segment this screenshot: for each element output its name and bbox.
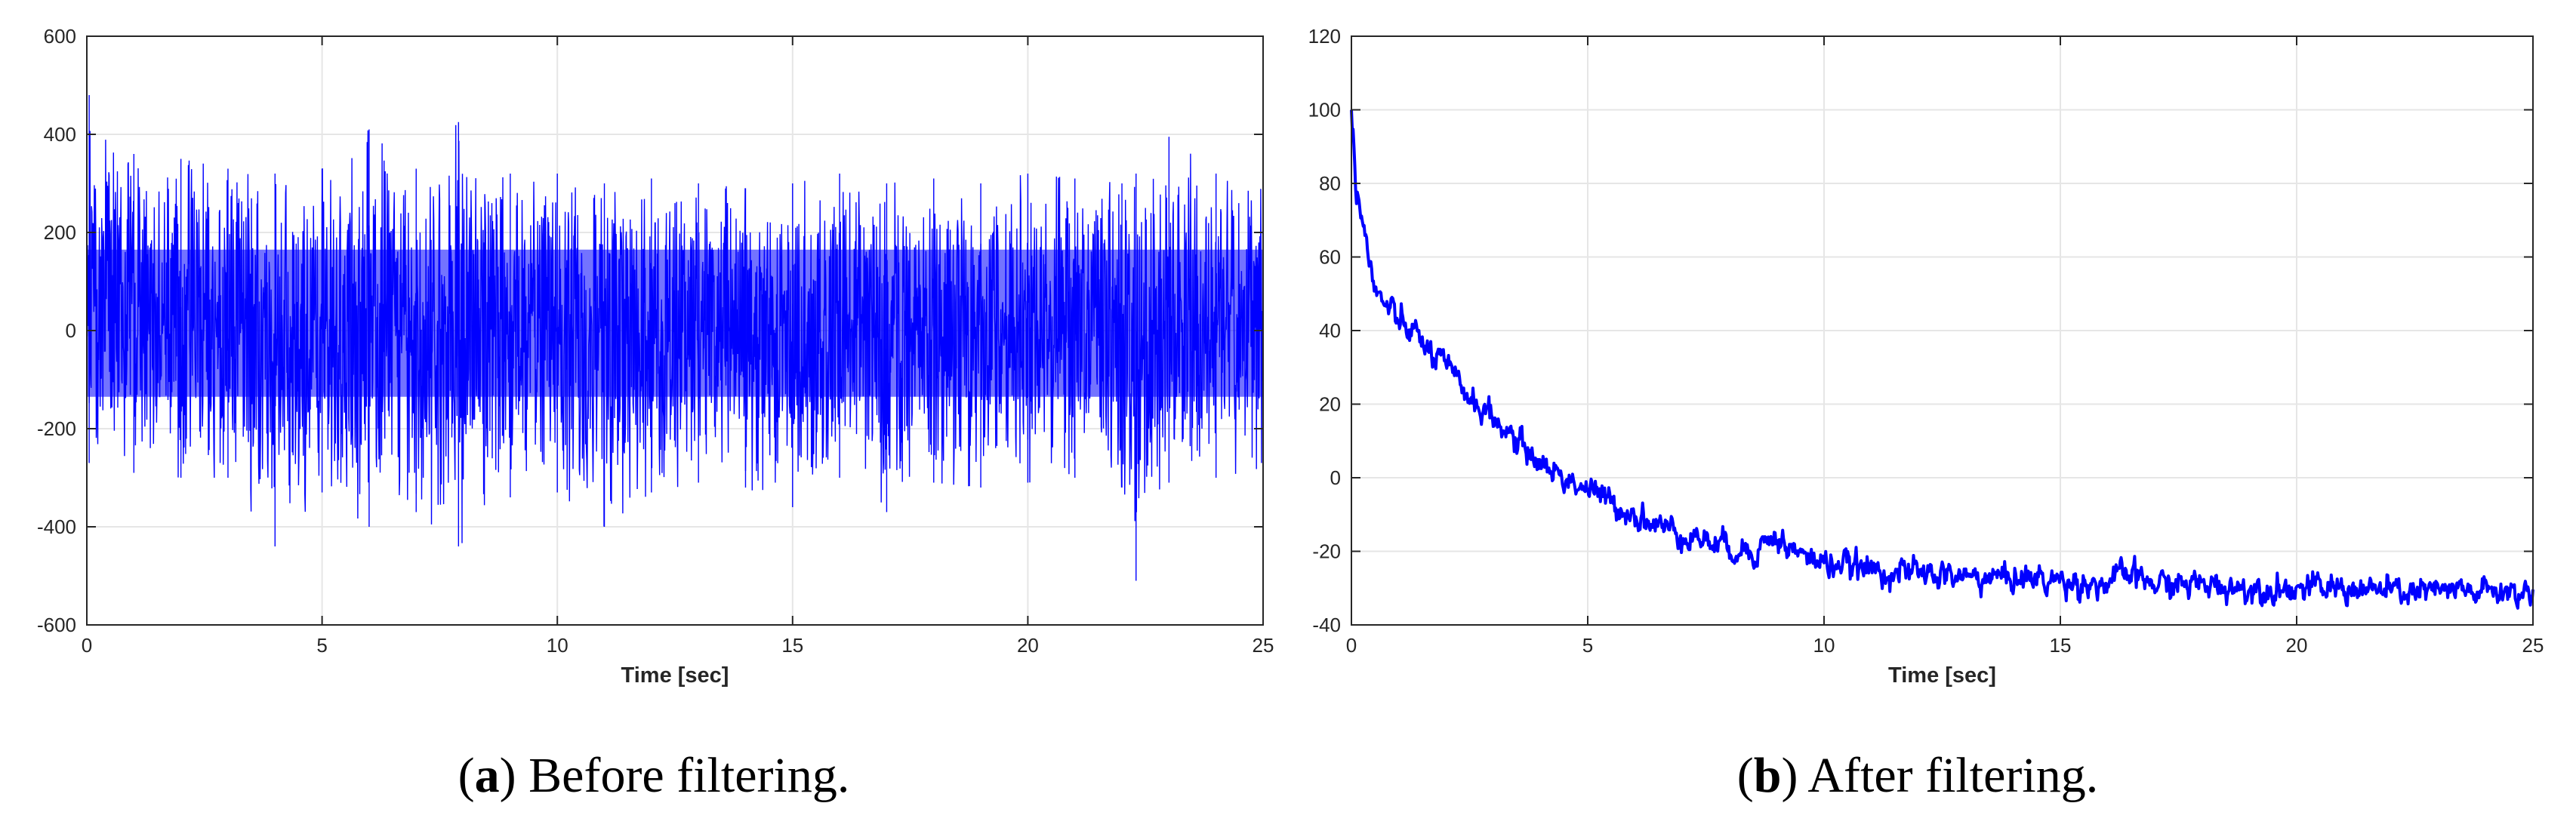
- y-tick-label: -400: [37, 515, 76, 538]
- x-tick-label: 10: [1813, 634, 1835, 657]
- y-tick-label: -600: [37, 614, 76, 636]
- y-tick-label: 400: [44, 123, 76, 146]
- x-tick-label: 25: [2522, 634, 2544, 657]
- series-filtered-signal: [1350, 109, 2534, 610]
- y-tick-label: 80: [1319, 172, 1341, 195]
- caption-b: (b) After filtering.: [1737, 747, 2098, 805]
- caption-a-close: ): [499, 748, 516, 803]
- x-tick-label: 5: [316, 634, 327, 657]
- y-tick-label: 120: [1308, 25, 1341, 48]
- x-tick-label: 25: [1253, 634, 1274, 657]
- x-tick-label: 15: [2050, 634, 2072, 657]
- y-tick-label: 600: [44, 25, 76, 48]
- y-tick-label: 0: [66, 319, 76, 342]
- x-tick-label: 20: [1017, 634, 1039, 657]
- x-tick-label: 0: [1346, 634, 1357, 657]
- y-tick-label: 20: [1319, 393, 1341, 416]
- y-tick-label: 0: [1330, 466, 1341, 489]
- caption-b-open: (: [1736, 748, 1754, 803]
- caption-a: (a) Before filtering.: [458, 747, 850, 805]
- caption-b-close: ): [1781, 748, 1798, 803]
- x-axis-label: Time [sec]: [621, 663, 729, 688]
- x-tick-label: 5: [1582, 634, 1593, 657]
- y-tick-label: -200: [37, 417, 76, 440]
- y-tick-label: -20: [1312, 540, 1341, 563]
- y-tick-label: -40: [1312, 614, 1341, 636]
- caption-a-letter: a: [474, 748, 500, 803]
- x-tick-label: 0: [82, 634, 92, 657]
- x-tick-label: 10: [547, 634, 569, 657]
- caption-b-letter: b: [1753, 748, 1782, 803]
- x-tick-label: 15: [781, 634, 803, 657]
- x-tick-label: 20: [2286, 634, 2308, 657]
- caption-a-open: (: [458, 748, 475, 803]
- caption-b-text: After filtering.: [1798, 748, 2099, 803]
- y-tick-label: 100: [1308, 99, 1341, 122]
- series-dense-core: [87, 249, 1263, 397]
- chart-after-filtering: 0 5 10 15 20 25 -40 -20 0 20 40 60 80 100 120 Time [sec…: [1308, 25, 2544, 688]
- caption-a-text: Before filtering.: [516, 748, 850, 803]
- y-tick-label: 60: [1319, 246, 1341, 269]
- chart-before-filtering: 0 5 10 15 20 25 -600 -400 -200 0 200 400 600 Time [se…: [37, 25, 1274, 688]
- y-tick-label: 40: [1319, 319, 1341, 342]
- x-axis-label: Time [sec]: [1888, 663, 1996, 688]
- series-raw-signal: [86, 125, 1264, 543]
- y-tick-label: 200: [44, 221, 76, 244]
